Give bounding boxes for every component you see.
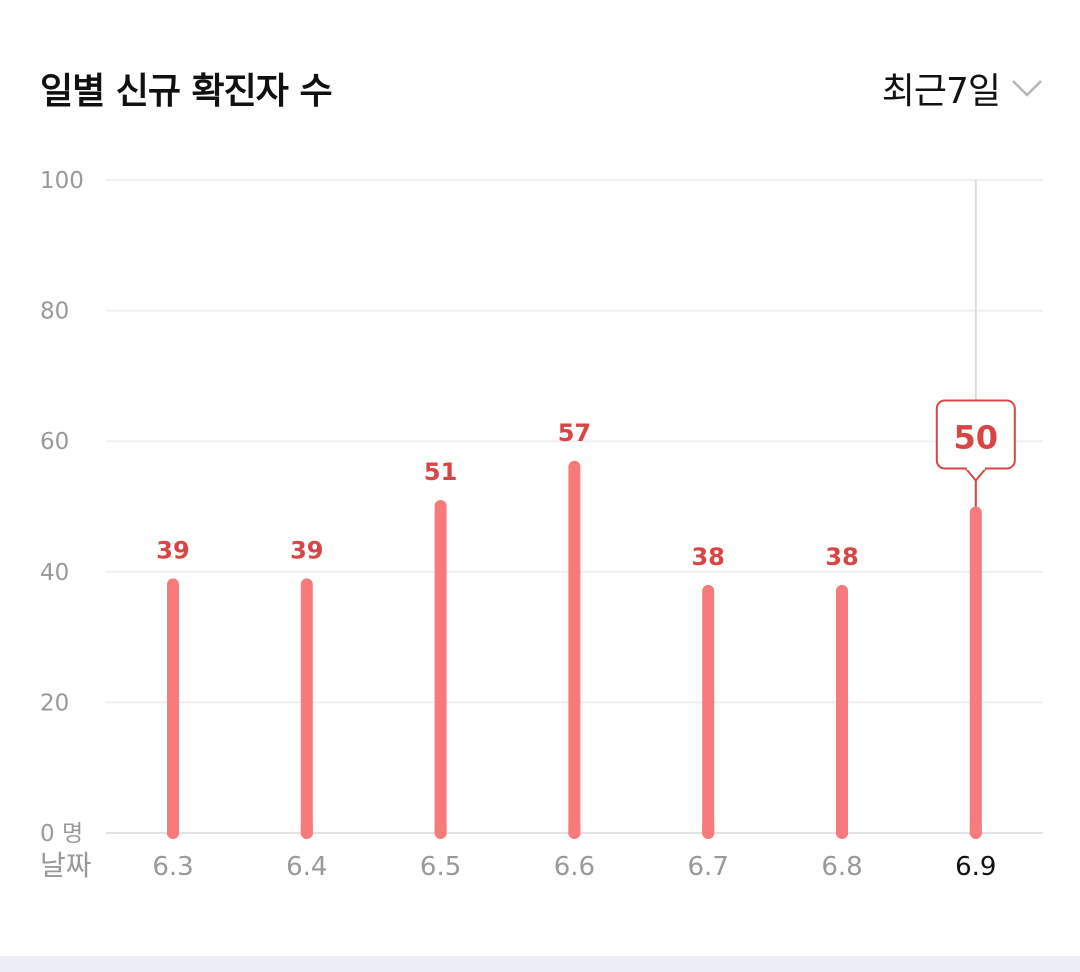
y-tick-label: 40 (40, 560, 69, 586)
bar-chart: 0 명 20 40 60 80 100 39 39 51 57 38 38 50 날짜 6.3 6.4 6.… (40, 168, 1043, 882)
data-label-6.9: 50 (954, 419, 999, 457)
bar-base (434, 823, 447, 835)
y-axis-ticks: 0 명 20 40 60 80 100 (40, 168, 84, 847)
period-dropdown-label: 최근7일 (881, 71, 1001, 112)
x-tick-label-6.4[interactable]: 6.4 (286, 852, 327, 882)
data-label-6.5: 51 (424, 458, 457, 486)
bar-base (969, 823, 982, 835)
x-tick-label-6.6[interactable]: 6.6 (554, 852, 595, 882)
data-label-6.6: 57 (558, 419, 591, 447)
bar-base (836, 823, 848, 835)
data-label-6.3: 39 (156, 536, 189, 564)
bar-base (167, 823, 179, 835)
y-tick-label: 80 (40, 299, 69, 325)
x-tick-label-6.8[interactable]: 6.8 (821, 852, 862, 882)
y-tick-label: 60 (40, 429, 69, 455)
x-tick-label-6.7[interactable]: 6.7 (688, 852, 729, 882)
y-tick-label: 0 명 (40, 821, 83, 847)
x-axis-title: 날짜 (40, 849, 92, 882)
tooltip-pointer (965, 467, 987, 483)
data-label-6.4: 39 (290, 536, 323, 564)
x-tick-label-6.3[interactable]: 6.3 (152, 852, 193, 882)
x-tick-label-6.9[interactable]: 6.9 (955, 852, 996, 882)
bar-base (300, 823, 313, 835)
period-dropdown[interactable]: 최근7일 (882, 62, 1044, 114)
y-tick-label: 20 (40, 690, 69, 716)
data-label-6.8: 38 (825, 543, 858, 571)
chevron-down-icon (1012, 80, 1042, 97)
bar-base (568, 823, 581, 835)
data-label-6.7: 38 (691, 543, 724, 571)
chart-header: 일별 신규 확진자 수 최근7일 (0, 0, 1080, 140)
y-tick-label: 100 (40, 168, 84, 194)
chart-title: 일별 신규 확진자 수 (40, 71, 333, 112)
x-tick-label-6.5[interactable]: 6.5 (420, 852, 461, 882)
bars (167, 460, 982, 839)
data-labels: 39 39 51 57 38 38 50 (156, 399, 1016, 571)
bar-base (702, 823, 715, 835)
x-axis-ticks: 날짜 6.3 6.4 6.5 6.6 6.7 6.8 6.9 (40, 849, 996, 882)
tooltip: 50 (935, 399, 1016, 507)
bottom-divider (0, 956, 1080, 972)
